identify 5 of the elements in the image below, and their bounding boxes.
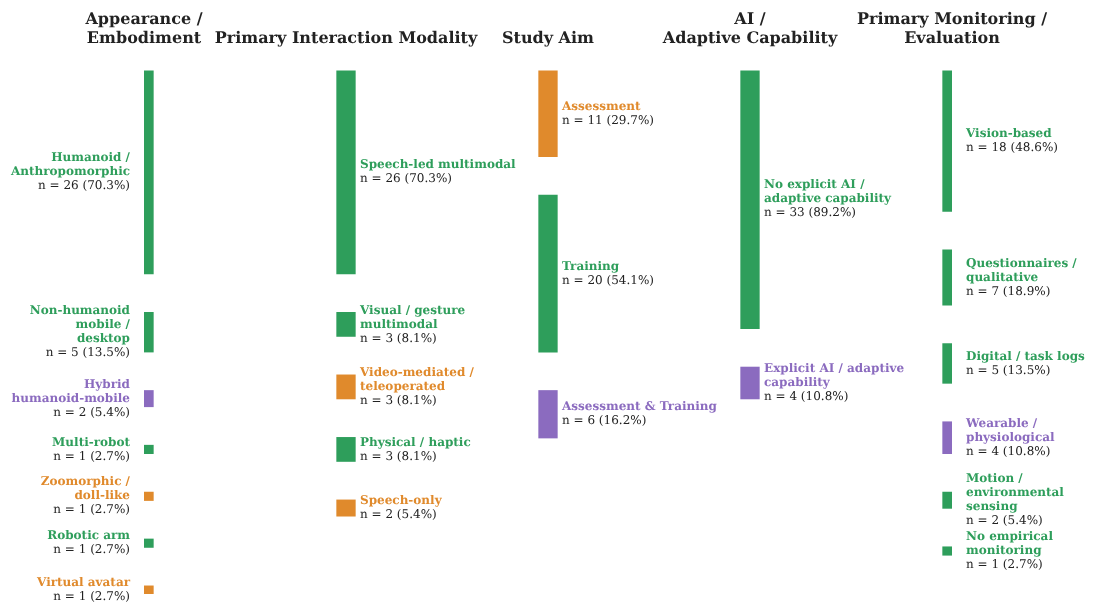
category-label: Appearance / Embodiment — [83, 7, 203, 47]
category-label: Study Aim — [501, 26, 596, 47]
category-label: Primary Monitoring / Evaluation — [856, 7, 1048, 47]
category-label: AI / Adaptive Capability — [660, 7, 838, 47]
category-label: Primary Interaction Modality — [214, 26, 478, 47]
